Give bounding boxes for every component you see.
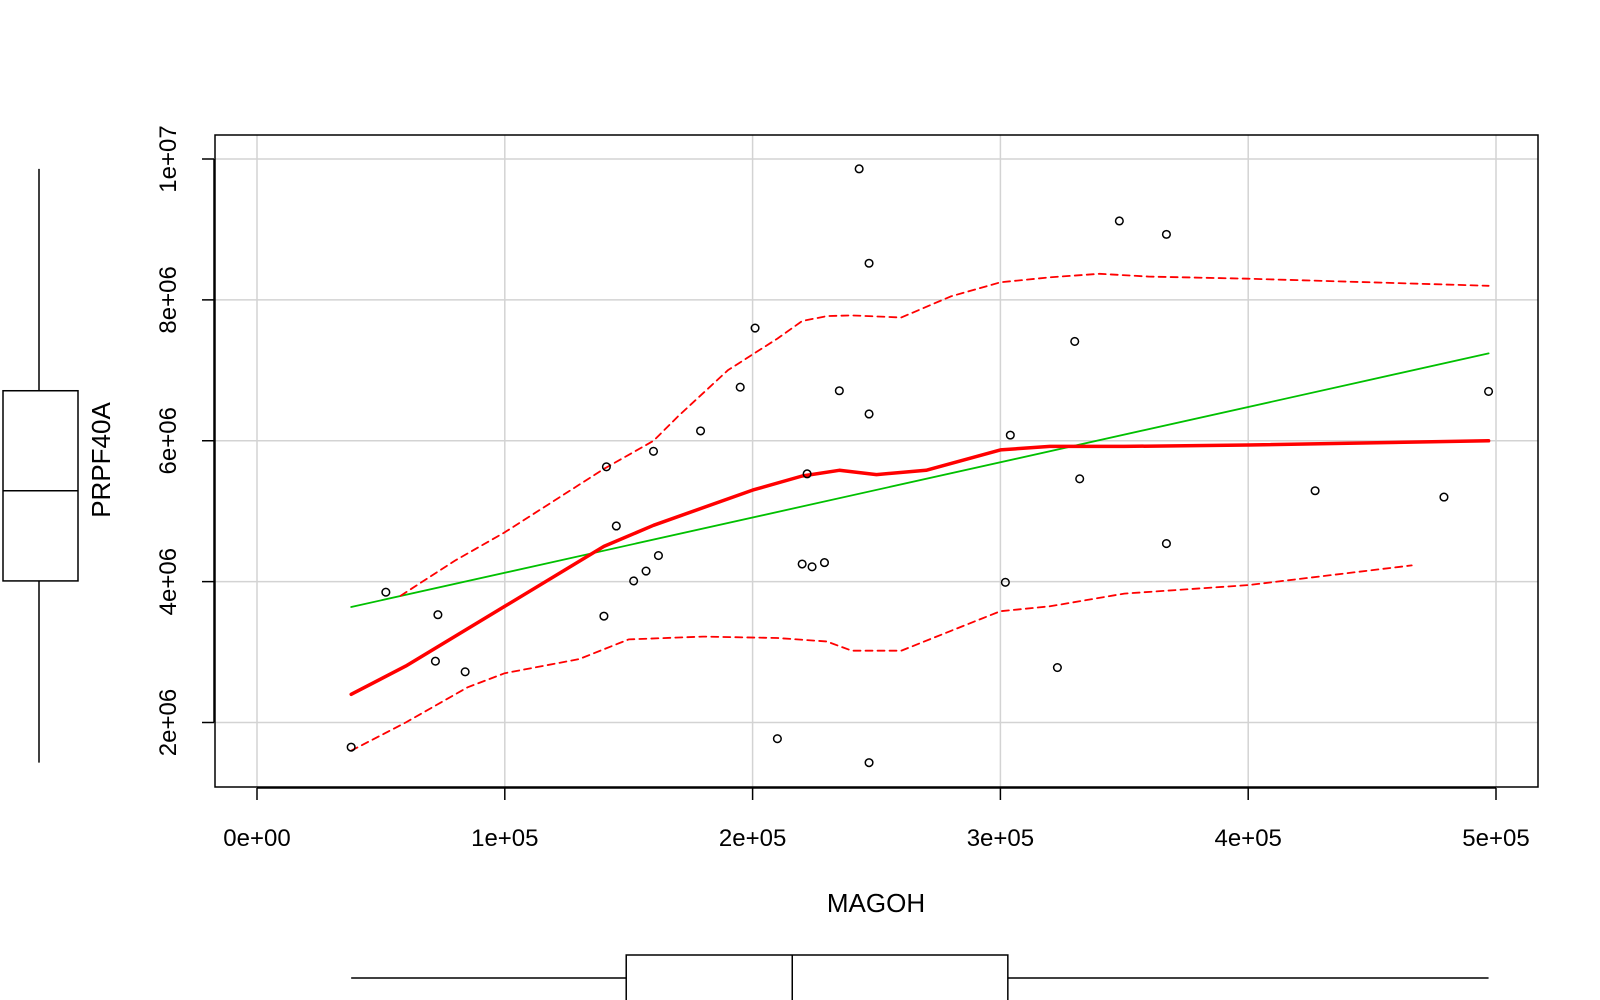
data-point <box>1052 663 1062 673</box>
data-point <box>696 426 706 436</box>
smooth-line <box>349 439 1491 697</box>
data-point <box>346 742 356 752</box>
x-axis-label: MAGOH <box>827 888 925 918</box>
smooth-upper-line <box>399 272 1490 597</box>
data-point <box>1075 474 1085 484</box>
data-point <box>864 409 874 419</box>
data-point <box>1484 386 1494 396</box>
data-point <box>1070 336 1080 346</box>
y-tick-label: 8e+06 <box>155 266 182 333</box>
data-point <box>601 462 611 472</box>
data-point <box>864 258 874 268</box>
data-point <box>1005 430 1015 440</box>
data-point <box>1161 539 1171 549</box>
data-point <box>629 576 639 586</box>
data-point <box>1000 577 1010 587</box>
data-point <box>641 566 651 576</box>
data-point <box>802 469 812 479</box>
data-point <box>430 656 440 666</box>
data-point <box>433 610 443 620</box>
y-axis: 2e+06 4e+06 6e+06 8e+06 1e+07 <box>155 125 215 756</box>
data-point <box>1310 486 1320 496</box>
y-tick-label: 6e+06 <box>155 407 182 474</box>
y-boxplot-box <box>2 389 79 582</box>
data-point <box>611 521 621 531</box>
data-point <box>648 446 659 456</box>
x-tick-label: 5e+05 <box>1462 825 1529 852</box>
data-point <box>735 382 745 392</box>
grid-lines <box>215 135 1538 787</box>
y-axis-label: PRPF40A <box>86 402 116 518</box>
x-tick-label: 2e+05 <box>719 825 786 852</box>
smooth-lower-line <box>350 564 1413 752</box>
data-point <box>599 611 609 621</box>
data-point <box>854 164 864 174</box>
data-point <box>772 734 782 744</box>
y-marginal-boxplot <box>2 168 79 763</box>
y-tick-label: 2e+06 <box>155 689 182 756</box>
x-tick-label: 4e+05 <box>1214 825 1281 852</box>
x-boxplot-box <box>625 954 1009 1000</box>
data-point <box>834 386 844 396</box>
data-point <box>819 558 830 568</box>
fit-lines <box>349 272 1491 752</box>
y-tick-label: 4e+06 <box>155 548 182 615</box>
x-tick-label: 0e+00 <box>223 825 290 852</box>
linear-fit-line <box>350 352 1490 608</box>
data-point <box>807 562 817 572</box>
x-axis: 0e+00 1e+05 2e+05 3e+05 4e+05 5e+05 <box>223 787 1530 852</box>
data-point <box>653 551 663 561</box>
x-tick-label: 1e+05 <box>471 825 538 852</box>
y-tick-label: 1e+07 <box>155 125 182 192</box>
plot-frame <box>214 134 1539 788</box>
data-point <box>750 323 760 333</box>
x-tick-label: 3e+05 <box>967 825 1034 852</box>
x-marginal-boxplot <box>351 954 1489 1000</box>
data-point <box>1114 216 1124 226</box>
data-point <box>1439 492 1449 502</box>
data-point <box>460 667 470 677</box>
data-point <box>1161 229 1171 239</box>
data-point <box>864 758 874 768</box>
data-point <box>381 587 391 597</box>
data-point <box>797 559 807 569</box>
data-points <box>346 164 1494 768</box>
